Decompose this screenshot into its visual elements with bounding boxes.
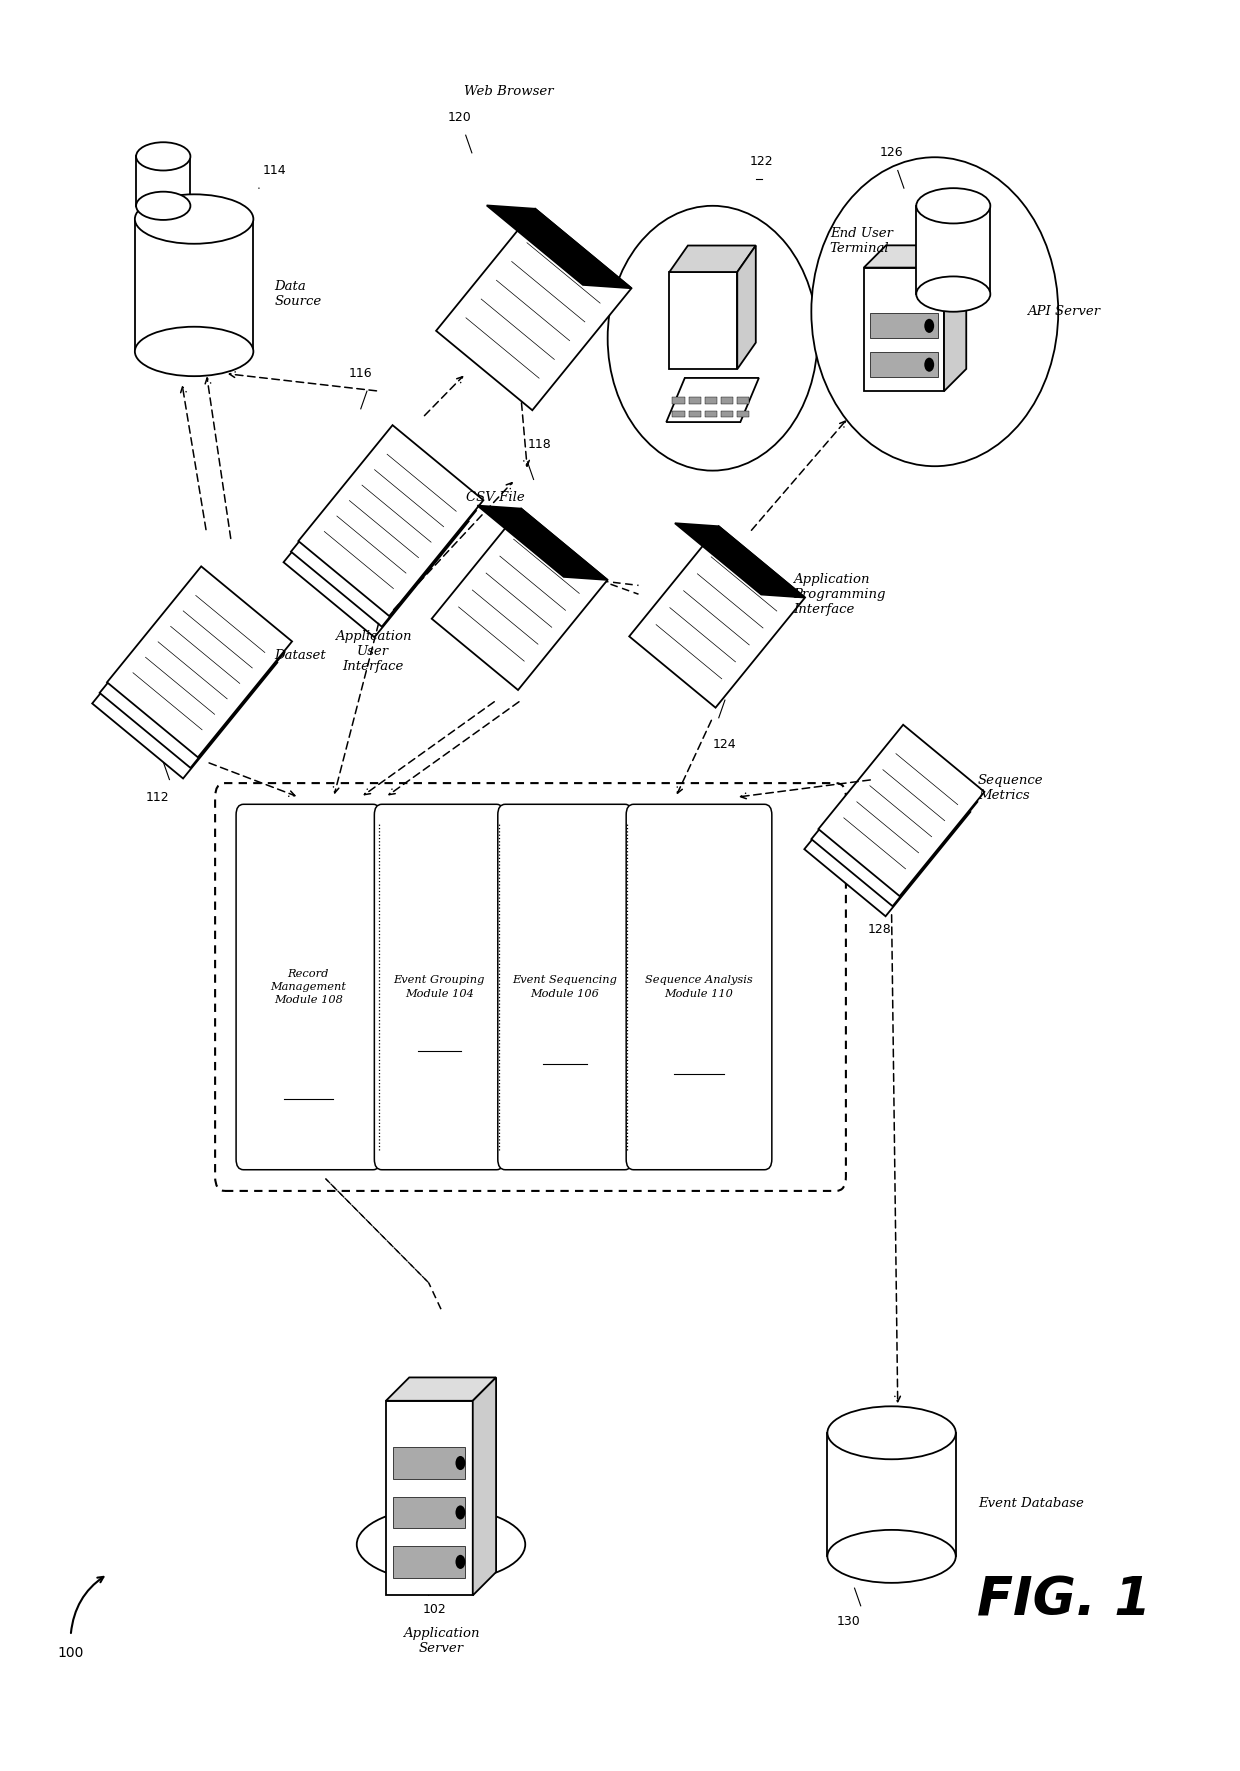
Text: 120: 120	[448, 112, 471, 124]
Ellipse shape	[916, 276, 991, 312]
Bar	[737, 411, 749, 416]
Bar	[704, 397, 717, 404]
Polygon shape	[386, 1378, 496, 1401]
Text: FIG. 1: FIG. 1	[977, 1574, 1152, 1626]
Bar	[136, 156, 191, 205]
Ellipse shape	[136, 191, 191, 220]
Polygon shape	[670, 246, 756, 273]
Bar	[393, 1496, 465, 1528]
Text: Application
User
Interface: Application User Interface	[335, 629, 412, 673]
Text: Event Database: Event Database	[978, 1496, 1084, 1511]
Bar	[737, 397, 749, 404]
Ellipse shape	[827, 1406, 956, 1459]
Bar	[704, 411, 717, 416]
Text: CSV File: CSV File	[466, 491, 525, 503]
Circle shape	[455, 1456, 465, 1470]
Text: 114: 114	[263, 165, 286, 177]
Polygon shape	[477, 505, 608, 579]
Polygon shape	[805, 746, 971, 916]
Text: 126: 126	[879, 147, 904, 159]
Ellipse shape	[827, 1530, 956, 1583]
FancyBboxPatch shape	[497, 804, 632, 1169]
Bar	[720, 411, 733, 416]
Text: 122: 122	[750, 156, 774, 168]
Circle shape	[455, 1505, 465, 1520]
Bar	[827, 1433, 956, 1557]
Polygon shape	[944, 246, 966, 391]
Ellipse shape	[136, 142, 191, 170]
FancyBboxPatch shape	[374, 804, 503, 1169]
Ellipse shape	[811, 158, 1058, 466]
FancyBboxPatch shape	[626, 804, 771, 1169]
Polygon shape	[818, 724, 985, 896]
Bar	[870, 313, 937, 338]
Polygon shape	[864, 267, 944, 391]
Text: API Server: API Server	[1028, 305, 1100, 319]
Polygon shape	[487, 205, 631, 289]
Polygon shape	[436, 209, 631, 411]
Text: 124: 124	[713, 739, 737, 751]
Ellipse shape	[916, 188, 991, 223]
Polygon shape	[864, 246, 966, 267]
FancyBboxPatch shape	[215, 783, 846, 1190]
Text: 118: 118	[528, 437, 552, 450]
Text: 130: 130	[837, 1615, 861, 1628]
Bar	[688, 411, 701, 416]
FancyBboxPatch shape	[236, 804, 381, 1169]
Bar	[393, 1546, 465, 1578]
Text: End User
Terminal: End User Terminal	[830, 227, 893, 255]
Polygon shape	[432, 508, 608, 691]
Polygon shape	[107, 567, 293, 758]
Text: Dataset: Dataset	[274, 650, 326, 662]
Text: Application
Programming
Interface: Application Programming Interface	[792, 572, 885, 616]
Text: Sequence
Metrics: Sequence Metrics	[978, 774, 1044, 802]
Ellipse shape	[357, 1507, 526, 1582]
Polygon shape	[386, 1401, 472, 1596]
Bar	[393, 1447, 465, 1479]
Circle shape	[924, 319, 934, 333]
Polygon shape	[92, 588, 278, 779]
Bar	[688, 397, 701, 404]
Circle shape	[924, 358, 934, 372]
Text: 112: 112	[145, 790, 169, 804]
Polygon shape	[284, 446, 469, 638]
Text: Application
Server: Application Server	[403, 1628, 479, 1654]
Text: Sequence Analysis
Module 110: Sequence Analysis Module 110	[645, 976, 753, 999]
Text: Data
Source: Data Source	[274, 280, 321, 308]
Bar	[916, 205, 991, 294]
Text: 100: 100	[57, 1647, 84, 1661]
Text: 128: 128	[867, 923, 892, 937]
Polygon shape	[666, 377, 759, 421]
Text: Web Browser: Web Browser	[464, 85, 554, 97]
Text: Record
Management
Module 108: Record Management Module 108	[270, 969, 346, 1006]
Ellipse shape	[608, 205, 817, 471]
Text: Event Grouping
Module 104: Event Grouping Module 104	[393, 976, 485, 999]
Text: 102: 102	[423, 1603, 446, 1615]
Polygon shape	[472, 1378, 496, 1596]
Polygon shape	[99, 577, 285, 769]
Polygon shape	[299, 425, 484, 616]
Polygon shape	[291, 436, 476, 627]
Polygon shape	[675, 522, 805, 597]
Bar	[135, 220, 253, 351]
Bar	[672, 411, 684, 416]
Circle shape	[455, 1555, 465, 1569]
Text: Event Sequencing
Module 106: Event Sequencing Module 106	[512, 976, 618, 999]
Polygon shape	[629, 526, 805, 708]
Polygon shape	[811, 735, 977, 907]
Ellipse shape	[135, 195, 253, 244]
Text: 116: 116	[348, 367, 372, 381]
Bar	[720, 397, 733, 404]
Polygon shape	[738, 246, 756, 368]
Polygon shape	[670, 273, 738, 368]
Bar	[870, 352, 937, 377]
Ellipse shape	[135, 326, 253, 375]
Bar	[672, 397, 684, 404]
